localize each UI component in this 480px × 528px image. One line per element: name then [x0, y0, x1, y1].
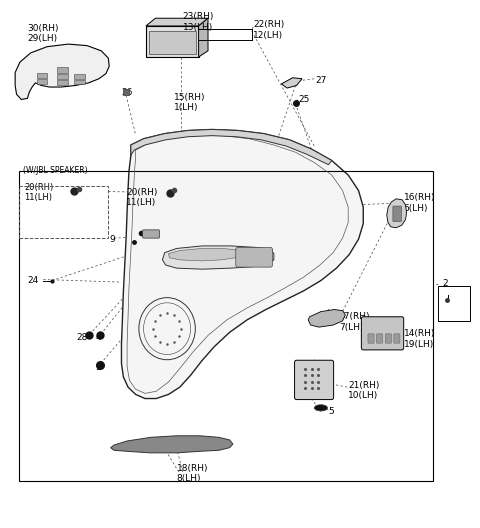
Text: 27: 27 [315, 76, 326, 85]
Text: 20(RH)
11(LH): 20(RH) 11(LH) [24, 183, 54, 202]
Text: 14(RH)
19(LH): 14(RH) 19(LH) [404, 329, 435, 348]
Bar [57, 74, 68, 79]
Bar [146, 26, 199, 57]
Bar [149, 31, 196, 54]
Text: 3: 3 [95, 363, 101, 372]
Text: 28: 28 [76, 333, 88, 342]
Polygon shape [162, 246, 274, 269]
Polygon shape [387, 199, 407, 228]
Bar [57, 80, 68, 85]
Bar [19, 186, 108, 238]
Text: 4: 4 [95, 333, 101, 342]
Text: 20(RH)
11(LH): 20(RH) 11(LH) [126, 188, 157, 208]
Text: 30(RH)
29(LH): 30(RH) 29(LH) [27, 24, 59, 43]
Bar [438, 286, 469, 321]
Text: 18(RH)
8(LH): 18(RH) 8(LH) [177, 464, 208, 483]
Ellipse shape [314, 405, 327, 411]
Text: 23(RH)
13(LH): 23(RH) 13(LH) [182, 12, 214, 32]
Polygon shape [199, 18, 208, 57]
FancyBboxPatch shape [143, 230, 159, 238]
Text: 9: 9 [109, 234, 115, 243]
Polygon shape [131, 129, 332, 165]
Polygon shape [146, 18, 208, 26]
Text: (W/JBL SPEAKER): (W/JBL SPEAKER) [23, 166, 87, 175]
Text: 24: 24 [27, 276, 38, 285]
Bar [123, 89, 129, 96]
Text: 21(RH)
10(LH): 21(RH) 10(LH) [348, 381, 380, 400]
Text: 16(RH)
6(LH): 16(RH) 6(LH) [404, 193, 435, 213]
Bar [37, 72, 47, 78]
Polygon shape [15, 44, 109, 99]
FancyBboxPatch shape [376, 334, 383, 343]
FancyBboxPatch shape [236, 248, 273, 267]
Polygon shape [110, 436, 233, 453]
FancyBboxPatch shape [393, 206, 401, 222]
Text: 17(RH)
7(LH): 17(RH) 7(LH) [339, 312, 370, 332]
Text: 2: 2 [442, 279, 448, 288]
Text: 22(RH)
12(LH): 22(RH) 12(LH) [253, 21, 285, 40]
Text: 5: 5 [328, 407, 334, 416]
Polygon shape [308, 309, 346, 327]
FancyBboxPatch shape [295, 360, 334, 400]
Polygon shape [168, 249, 238, 261]
Polygon shape [281, 78, 302, 88]
Polygon shape [121, 129, 363, 399]
Text: 26: 26 [121, 88, 133, 97]
Bar [74, 74, 85, 79]
FancyBboxPatch shape [385, 334, 392, 343]
FancyBboxPatch shape [361, 317, 404, 350]
Text: 25: 25 [299, 95, 310, 104]
Bar [19, 171, 433, 482]
Text: 15(RH)
1(LH): 15(RH) 1(LH) [174, 93, 205, 112]
Bar [37, 79, 47, 84]
Bar [57, 68, 68, 72]
Bar [74, 80, 85, 84]
FancyBboxPatch shape [368, 334, 374, 343]
FancyBboxPatch shape [394, 334, 400, 343]
